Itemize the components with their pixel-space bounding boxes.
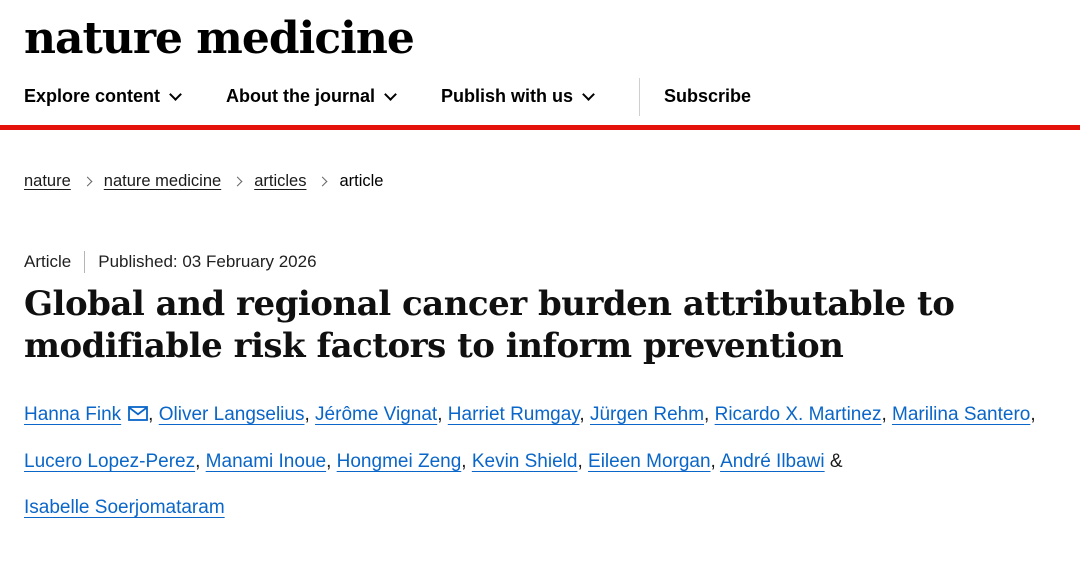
nav-divider	[639, 77, 641, 116]
meta-divider	[84, 250, 86, 273]
email-icon[interactable]	[128, 393, 149, 439]
author-link[interactable]: Isabelle Soerjomataram	[24, 497, 225, 519]
author-link[interactable]: Lucero Lopez-Perez	[24, 451, 196, 473]
nav-item-about-the-journal[interactable]: About the journal	[226, 86, 397, 107]
article-type: Article	[24, 251, 72, 271]
author-link[interactable]: Jérôme Vignat	[315, 404, 438, 426]
breadcrumb-item-article: article	[339, 171, 384, 190]
breadcrumb-separator-icon	[232, 176, 243, 187]
site-header: nature medicine Explore content About the…	[0, 0, 1080, 130]
author-link[interactable]: Harriet Rumgay	[447, 404, 580, 426]
author-list: Hanna Fink, Oliver Langselius, Jérôme Vi…	[24, 392, 1039, 531]
author-link[interactable]: Manami Inoue	[205, 451, 327, 473]
breadcrumb-item-nature[interactable]: nature	[24, 171, 71, 190]
author-link[interactable]: Eileen Morgan	[588, 451, 711, 473]
author-separator: ,	[326, 451, 337, 473]
chevron-down-icon	[384, 87, 397, 101]
author-separator: ,	[710, 451, 721, 473]
breadcrumb-item-nature-medicine[interactable]: nature medicine	[103, 171, 222, 190]
chevron-down-icon	[169, 87, 182, 101]
author-separator: ,	[577, 451, 589, 473]
author-separator: ,	[195, 451, 206, 473]
author-separator: ,	[461, 451, 472, 473]
author-separator: ,	[148, 404, 159, 426]
breadcrumb-separator-icon	[318, 176, 328, 187]
breadcrumb-separator-icon	[82, 176, 93, 187]
journal-logo[interactable]: nature medicine	[24, 13, 415, 64]
article-title: Global and regional cancer burden attrib…	[24, 283, 955, 367]
author-link[interactable]: Oliver Langselius	[158, 404, 305, 426]
nav-item-publish-with-us[interactable]: Publish with us	[441, 86, 595, 107]
nav-item-explore-content[interactable]: Explore content	[24, 86, 182, 107]
author-link[interactable]: Marilina Santero	[892, 404, 1031, 426]
published-date: Published: 03 February 2026	[98, 251, 317, 271]
author-separator: ,	[1030, 404, 1036, 426]
nav-item-label: About the journal	[226, 86, 376, 107]
main-nav: Explore content About the journal Publish …	[24, 69, 1056, 125]
author-link[interactable]: Hanna Fink	[24, 404, 122, 426]
author-separator: ,	[579, 404, 590, 426]
article-meta: Article Published: 03 February 2026	[24, 250, 1056, 273]
chevron-down-icon	[582, 87, 595, 101]
author-separator: ,	[881, 404, 893, 426]
author-link[interactable]: Kevin Shield	[471, 451, 578, 473]
breadcrumb: nature nature medicine articles article	[24, 172, 1056, 191]
breadcrumb-item-articles[interactable]: articles	[254, 171, 307, 190]
author-link[interactable]: Hongmei Zeng	[336, 451, 462, 473]
author-separator: &	[824, 451, 843, 473]
accent-bar	[0, 124, 1080, 130]
author-separator: ,	[437, 404, 448, 426]
author-separator: ,	[704, 404, 715, 426]
author-link[interactable]: Jürgen Rehm	[589, 404, 705, 426]
nav-item-label: Publish with us	[441, 86, 574, 107]
author-separator: ,	[304, 404, 316, 426]
author-link[interactable]: André Ilbawi	[720, 451, 825, 473]
article-page: nature nature medicine articles article Art…	[0, 172, 1080, 532]
nav-subscribe[interactable]: Subscribe	[664, 86, 752, 107]
author-link[interactable]: Ricardo X. Martinez	[714, 404, 882, 426]
nav-items: Explore content About the journal Publish …	[24, 86, 595, 107]
nav-item-label: Explore content	[24, 86, 161, 107]
